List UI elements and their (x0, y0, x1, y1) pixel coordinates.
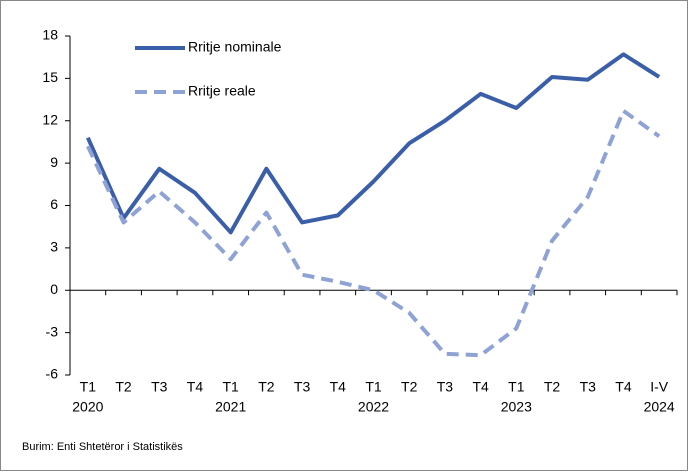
x-tick-label: T1 (365, 379, 382, 395)
x-tick-label: T3 (437, 379, 454, 395)
x-tick-label: I-V (650, 379, 669, 395)
x-tick-label: T2 (544, 379, 561, 395)
x-tick-label: T4 (187, 379, 204, 395)
legend-label: Rritje nominale (188, 39, 282, 55)
y-tick-label: 6 (50, 196, 58, 212)
y-tick-label: 3 (50, 239, 58, 255)
x-tick-label: T1 (80, 379, 97, 395)
x-tick-label: T4 (615, 379, 632, 395)
x-year-label: 2024 (644, 399, 675, 415)
source: Burim: Enti Shtetëror i Statistikës (22, 441, 183, 453)
y-tick-label: 12 (42, 111, 58, 127)
x-tick-label: T3 (294, 379, 311, 395)
legend-label: Rritje reale (188, 83, 256, 99)
x-tick-label: T4 (472, 379, 489, 395)
x-tick-label: T4 (330, 379, 347, 395)
y-tick-label: -6 (46, 366, 59, 382)
y-tick-label: 15 (42, 69, 58, 85)
y-tick-label: -3 (46, 323, 59, 339)
x-tick-label: T2 (401, 379, 418, 395)
series-line (86, 108, 661, 358)
x-tick-label: T2 (258, 379, 275, 395)
y-tick-label: 0 (50, 281, 58, 297)
x-year-label: 2020 (72, 399, 103, 415)
x-year-label: 2021 (215, 399, 246, 415)
x-year-label: 2023 (501, 399, 532, 415)
x-tick-label: T1 (223, 379, 240, 395)
x-tick-label: T2 (115, 379, 132, 395)
x-tick-label: T1 (508, 379, 525, 395)
series-line (86, 52, 661, 235)
y-tick-label: 18 (42, 27, 58, 43)
x-year-label: 2022 (358, 399, 389, 415)
x-tick-label: T3 (151, 379, 168, 395)
y-tick-label: 9 (50, 154, 58, 170)
x-tick-label: T3 (580, 379, 597, 395)
